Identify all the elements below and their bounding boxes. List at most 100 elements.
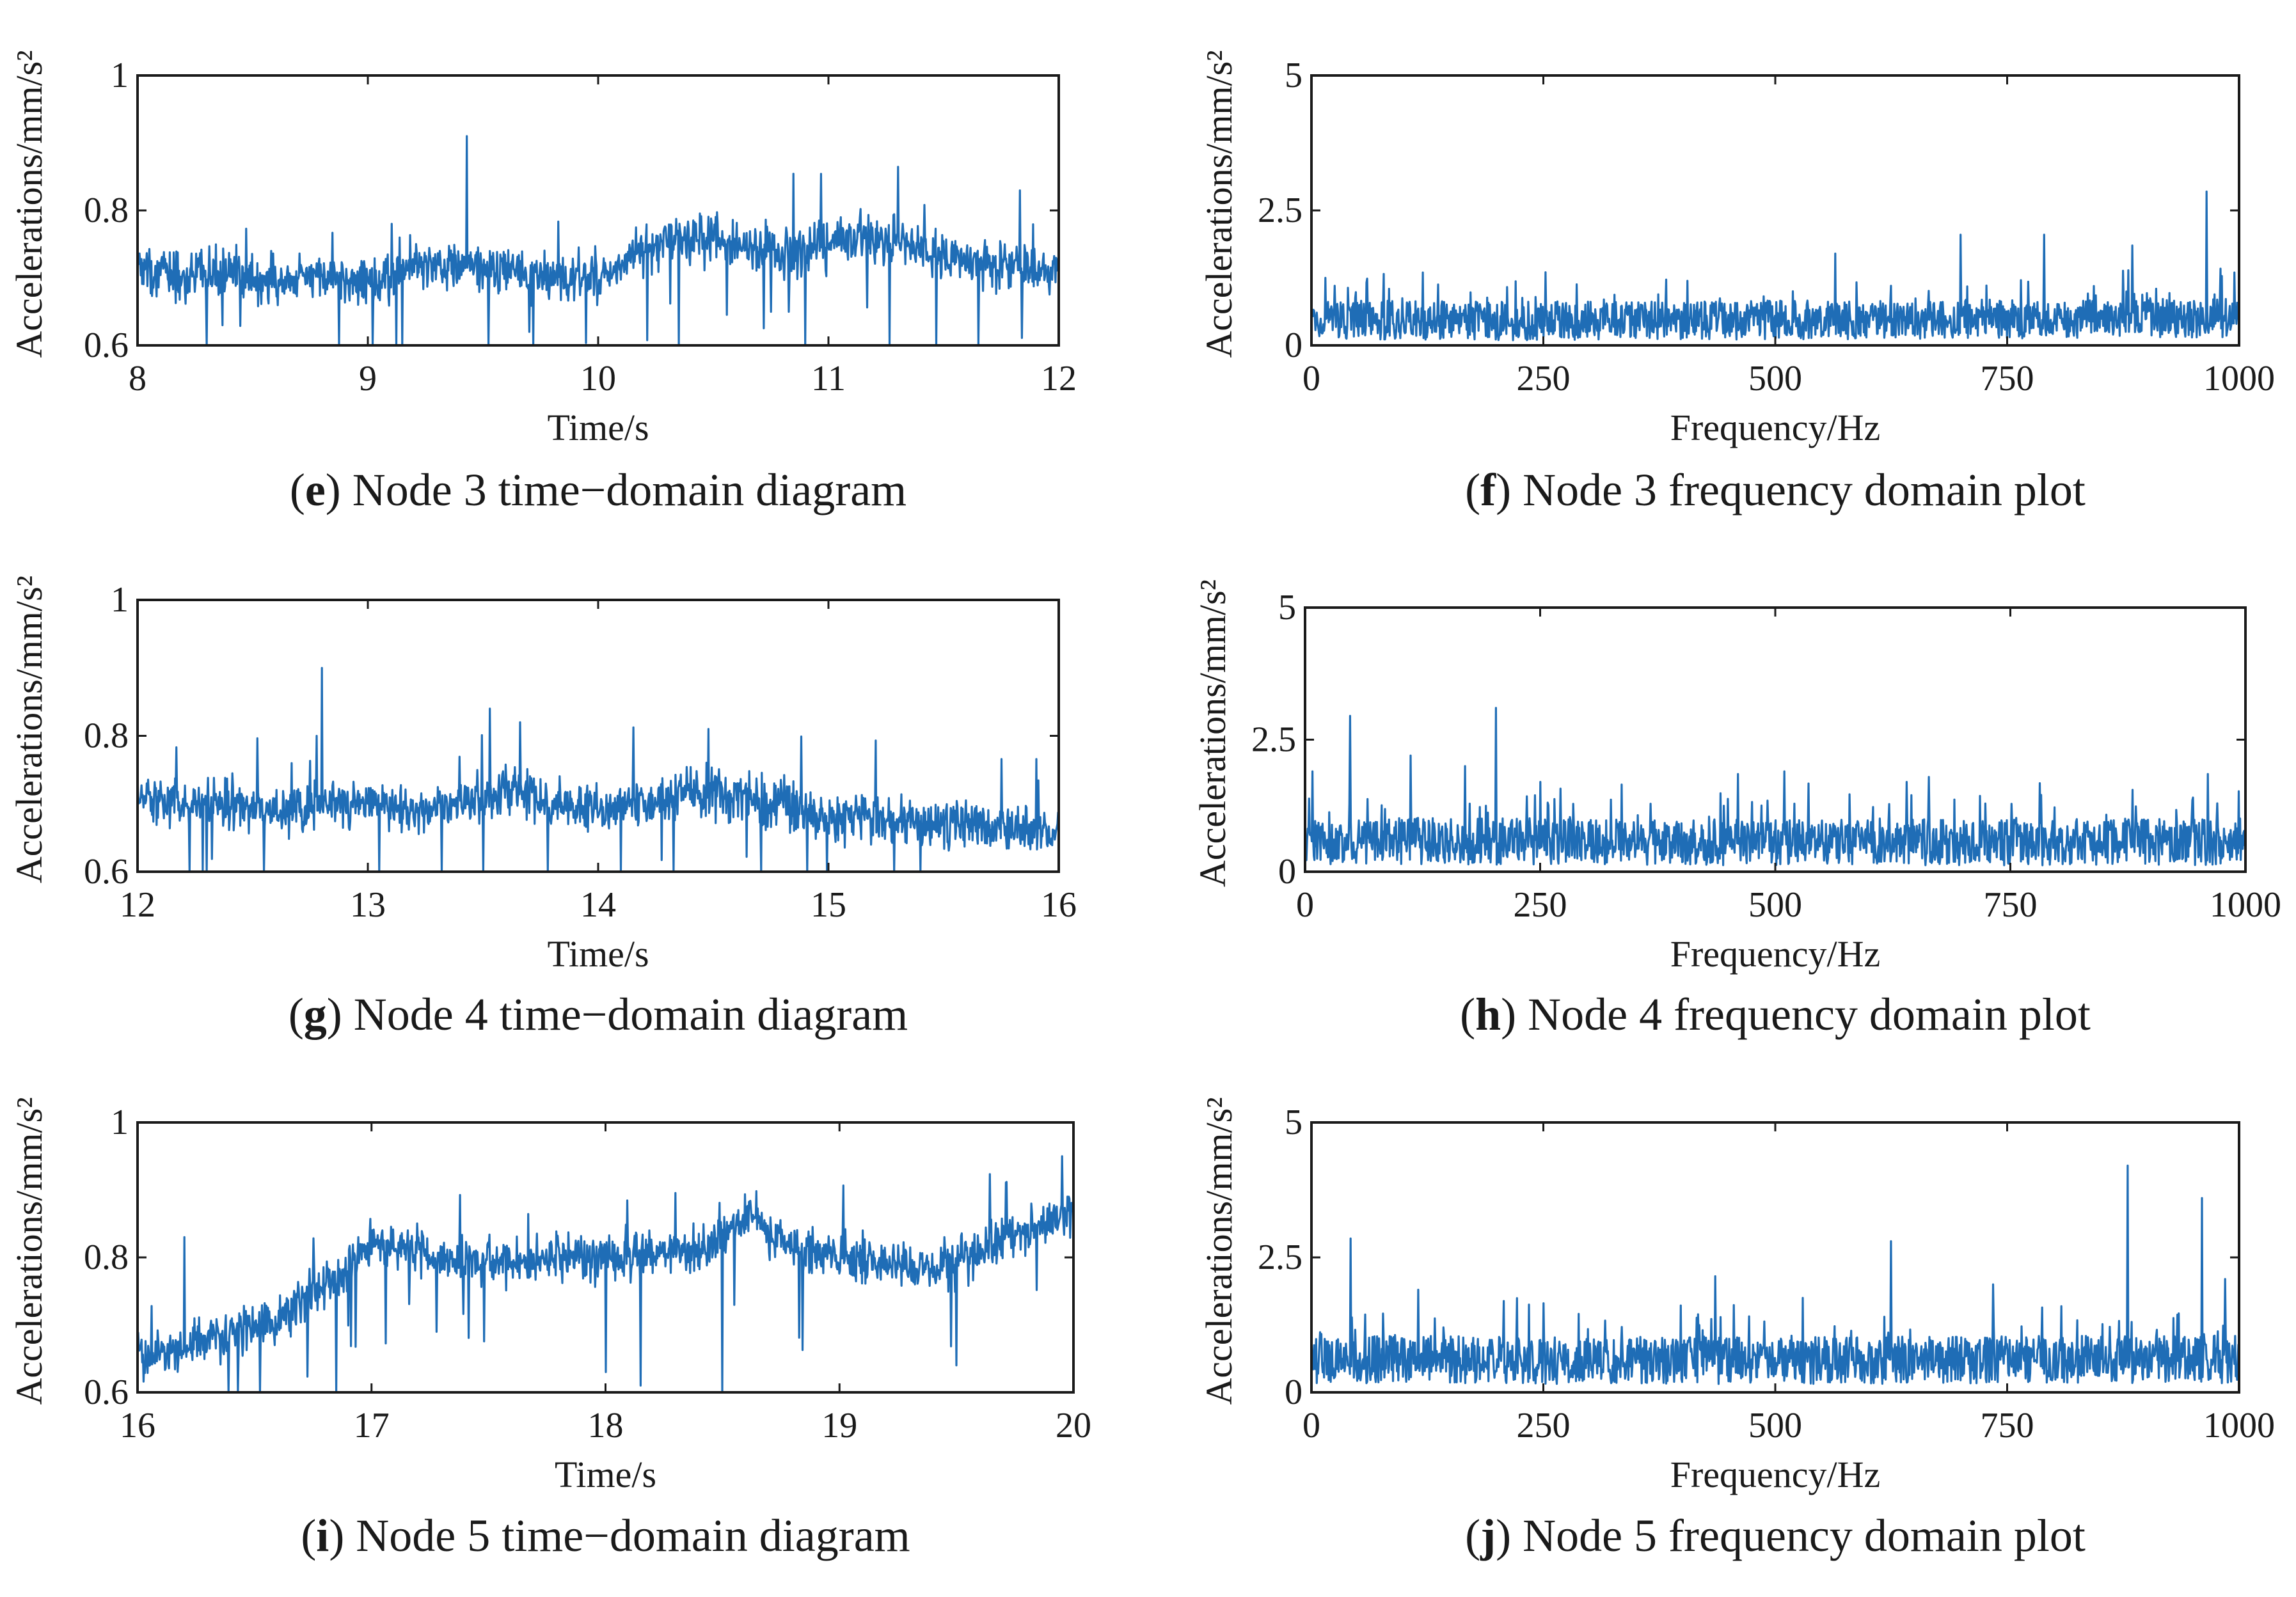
caption-paren-open: ( [1460,989,1475,1040]
caption-letter: e [305,464,326,515]
y-tick-label: 1 [111,580,129,620]
series-line-e [136,135,1060,347]
y-axis-label: Accelerations/mm/s² [1198,1097,1240,1404]
caption-paren-open: ( [1465,464,1480,515]
y-axis-label: Accelerations/mm/s² [8,50,50,358]
y-tick-label: 0 [1278,852,1296,892]
y-axis-label: Accelerations/mm/s² [1192,579,1233,887]
caption-paren-close: ) [329,1510,344,1561]
y-tick-label: 0 [1285,326,1302,365]
x-tick-label: 16 [120,1406,155,1445]
x-tick-label: 11 [811,359,846,398]
x-tick-label: 0 [1296,885,1314,925]
caption-paren-open: ( [289,989,304,1040]
y-tick-label: 0.8 [84,716,129,756]
x-tick-label: 19 [821,1406,857,1445]
caption-paren-open: ( [301,1510,316,1561]
y-tick-label: 5 [1285,1103,1302,1142]
caption-paren-close: ) [1496,1510,1511,1561]
x-axis-label: Time/s [555,1454,656,1495]
x-tick-label: 12 [1041,359,1077,398]
caption-letter: g [304,989,327,1040]
series-line-h [1304,707,2247,867]
y-tick-label: 0.6 [84,852,129,892]
x-tick-label: 15 [811,885,846,925]
x-tick-label: 250 [1517,1406,1571,1445]
panel-g-node4-time-domain: 12 13 14 15 16 0.6 0.8 1 Time/s Accelerations/mm/… [8,576,1077,1040]
x-tick-label: 17 [354,1406,390,1445]
caption-letter: h [1475,989,1501,1040]
x-tick-label: 500 [1748,359,1802,398]
x-tick-label: 750 [1981,1406,2034,1445]
x-tick-label: 1000 [2203,1406,2275,1445]
y-tick-label: 2.5 [1251,720,1296,760]
caption-text: Node 5 time−domain diagram [344,1510,910,1561]
y-tick-label: 0 [1285,1373,1302,1412]
y-tick-label: 0.8 [84,1238,129,1277]
panel-f-node3-frequency-domain: 0 250 500 750 1000 0 2.5 5 Frequency/Hz Accelerat… [1198,50,2275,515]
caption-paren-close: ) [1501,989,1516,1040]
caption-paren-close: ) [327,989,342,1040]
y-tick-label: 5 [1285,56,1302,95]
panel-caption: (g) Node 4 time−domain diagram [289,989,908,1040]
y-tick-label: 0.8 [84,191,129,230]
panel-caption: (i) Node 5 time−domain diagram [301,1510,910,1561]
caption-paren-close: ) [326,464,341,515]
x-tick-label: 500 [1748,1406,1802,1445]
x-axis-label: Frequency/Hz [1670,407,1881,448]
caption-text: Node 4 frequency domain plot [1516,989,2091,1040]
caption-paren-open: ( [1465,1510,1480,1561]
caption-paren-close: ) [1496,464,1511,515]
panel-i-node5-time-domain: 16 17 18 19 20 0.6 0.8 1 Time/s Accelerations/mm/… [8,1097,1091,1561]
y-axis-label: Accelerations/mm/s² [1198,50,1240,358]
x-tick-label: 9 [359,359,377,398]
y-tick-label: 2.5 [1258,1238,1302,1277]
x-tick-label: 16 [1041,885,1077,925]
caption-text: Node 4 time−domain diagram [342,989,908,1040]
caption-paren-open: ( [290,464,305,515]
panel-caption: (h) Node 4 frequency domain plot [1460,989,2091,1040]
x-tick-label: 14 [580,885,616,925]
series-line-i [136,1155,1075,1394]
y-axis-label: Accelerations/mm/s² [8,576,50,883]
x-tick-label: 12 [120,885,155,925]
x-tick-label: 18 [588,1406,624,1445]
x-tick-label: 20 [1056,1406,1091,1445]
x-tick-label: 10 [580,359,616,398]
y-tick-label: 5 [1278,588,1296,627]
panel-e-node3-time-domain: 8 9 10 11 12 0.6 0.8 1 Time/s Accelerations/mm/s²… [8,50,1077,515]
panel-caption: (f) Node 3 frequency domain plot [1465,464,2086,515]
caption-letter: f [1480,464,1496,515]
panel-caption: (j) Node 5 frequency domain plot [1465,1510,2086,1561]
caption-text: Node 3 time−domain diagram [341,464,907,515]
series-line-g [136,666,1060,873]
x-tick-label: 500 [1748,885,1802,925]
x-axis-label: Frequency/Hz [1670,1454,1881,1495]
x-tick-label: 0 [1302,359,1320,398]
x-tick-label: 8 [129,359,146,398]
series-line-j [1310,1164,2240,1385]
y-axis-label: Accelerations/mm/s² [8,1097,50,1404]
caption-text: Node 3 frequency domain plot [1511,464,2086,515]
x-tick-label: 750 [1981,359,2034,398]
y-tick-label: 0.6 [84,326,129,365]
caption-letter: j [1480,1510,1496,1561]
x-tick-label: 0 [1302,1406,1320,1445]
x-tick-label: 250 [1514,885,1567,925]
x-tick-label: 750 [1984,885,2038,925]
series-line-f [1310,190,2240,342]
y-tick-label: 2.5 [1258,191,1302,230]
y-tick-label: 1 [111,1103,129,1142]
x-axis-label: Time/s [547,933,649,975]
panel-caption: (e) Node 3 time−domain diagram [290,464,907,515]
y-tick-label: 0.6 [84,1373,129,1412]
x-tick-label: 1000 [2203,359,2275,398]
x-tick-label: 1000 [2210,885,2281,925]
caption-letter: i [316,1510,329,1561]
panel-h-node4-frequency-domain: 0 250 500 750 1000 0 2.5 5 Frequency/Hz Accelerat… [1192,579,2281,1040]
panel-j-node5-frequency-domain: 0 250 500 750 1000 0 2.5 5 Frequency/Hz Accelerat… [1198,1097,2275,1561]
caption-text: Node 5 frequency domain plot [1511,1510,2086,1561]
x-tick-label: 13 [350,885,386,925]
x-axis-label: Time/s [547,407,649,448]
